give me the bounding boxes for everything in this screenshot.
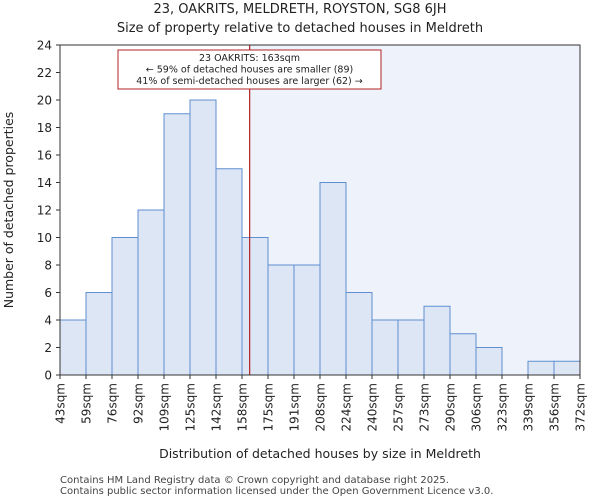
chart-subtitle: Size of property relative to detached ho…	[117, 21, 483, 36]
annotation-line-3: 41% of semi-detached houses are larger (…	[136, 76, 363, 87]
y-tick-label: 22	[37, 66, 52, 80]
x-tick-label: 43sqm	[54, 383, 68, 424]
chart-title: 23, OAKRITS, MELDRETH, ROYSTON, SG8 6JH	[154, 2, 447, 17]
annotation-line-1: 23 OAKRITS: 163sqm	[199, 53, 300, 64]
y-tick-label: 0	[44, 369, 52, 383]
y-tick-label: 14	[37, 176, 52, 190]
bar-142sqm	[215, 168, 243, 376]
footer-line-2: Contains public sector information licen…	[60, 486, 493, 497]
x-tick-label: 175sqm	[262, 383, 276, 431]
bar-125sqm	[189, 99, 217, 376]
y-tick-label: 16	[37, 149, 52, 163]
x-axis-ticks: 43sqm 59sqm 76sqm 92sqm 109sqm 125sqm 142sqm 15…	[54, 375, 588, 431]
x-tick-label: 290sqm	[444, 383, 458, 431]
x-tick-label: 59sqm	[80, 383, 94, 424]
y-tick-label: 24	[37, 39, 52, 53]
bar-59sqm	[85, 292, 113, 376]
bars-group	[59, 99, 581, 376]
x-tick-label: 125sqm	[184, 383, 198, 431]
bar-339sqm	[527, 360, 555, 376]
bar-92sqm	[137, 209, 165, 376]
bar-356sqm	[553, 360, 581, 376]
bar-306sqm	[475, 347, 503, 376]
annotation-box: 23 OAKRITS: 163sqm ← 59% of detached hou…	[117, 49, 382, 90]
x-tick-label: 191sqm	[288, 383, 302, 431]
y-axis-label: Number of detached properties	[1, 112, 16, 309]
annotation-border	[117, 49, 382, 90]
bar-224sqm	[345, 292, 373, 376]
bar-109sqm	[163, 113, 191, 376]
x-tick-label: 224sqm	[340, 383, 354, 431]
x-tick-label: 208sqm	[314, 383, 328, 431]
y-tick-label: 10	[37, 231, 52, 245]
x-tick-label: 306sqm	[470, 383, 484, 431]
footer-line-1: Contains HM Land Registry data © Crown c…	[60, 475, 449, 486]
y-tick-label: 6	[44, 286, 52, 300]
x-tick-label: 92sqm	[132, 383, 146, 424]
y-tick-label: 8	[44, 259, 52, 273]
bar-240sqm	[371, 319, 399, 376]
x-tick-label: 323sqm	[496, 383, 510, 431]
x-tick-label: 273sqm	[418, 383, 432, 431]
y-tick-label: 18	[37, 121, 52, 135]
bar-273sqm	[423, 305, 451, 376]
bar-191sqm	[293, 264, 321, 376]
y-tick-label: 4	[44, 314, 52, 328]
annotation-line-2: ← 59% of detached houses are smaller (89…	[146, 65, 353, 76]
bar-158sqm	[241, 237, 269, 376]
bar-76sqm	[111, 237, 139, 376]
x-tick-label: 142sqm	[210, 383, 224, 431]
x-tick-label: 356sqm	[548, 383, 562, 431]
bar-257sqm	[397, 319, 425, 376]
x-tick-label: 240sqm	[366, 383, 380, 431]
x-axis-label: Distribution of detached houses by size …	[159, 446, 481, 461]
x-tick-label: 372sqm	[574, 383, 588, 431]
bar-175sqm	[267, 264, 295, 376]
bar-208sqm	[319, 182, 347, 376]
x-tick-label: 257sqm	[392, 383, 406, 431]
bar-43sqm	[59, 319, 87, 376]
x-tick-label: 109sqm	[158, 383, 172, 431]
y-tick-label: 12	[37, 204, 52, 218]
y-tick-label: 20	[37, 94, 52, 108]
x-tick-label: 339sqm	[522, 383, 536, 431]
x-tick-label: 158sqm	[236, 383, 250, 431]
bar-290sqm	[449, 333, 477, 376]
y-tick-label: 2	[44, 341, 52, 355]
x-tick-label: 76sqm	[106, 383, 120, 424]
